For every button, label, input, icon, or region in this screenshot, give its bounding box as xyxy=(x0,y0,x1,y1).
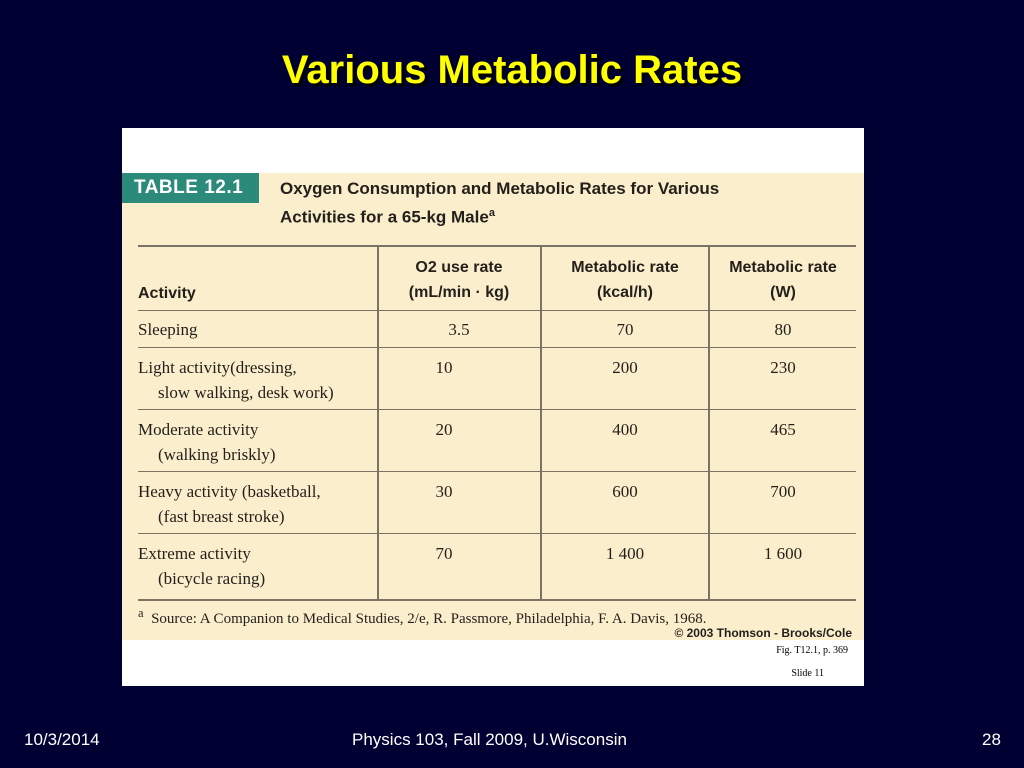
row-activity: Heavy activity (basketball, (fast breast… xyxy=(138,479,321,529)
row-activity: Extreme activity (bicycle racing) xyxy=(138,541,265,591)
row-watts: 465 xyxy=(770,420,796,439)
column-divider xyxy=(377,245,379,599)
footer-date: 10/3/2014 xyxy=(24,730,100,749)
row-kcal: 200 xyxy=(612,358,638,377)
row-activity-line1: Light activity(dressing, xyxy=(138,358,297,377)
table-number-label: TABLE 12.1 xyxy=(122,173,259,203)
row-o2: 30 xyxy=(435,482,453,501)
row-o2: 10 xyxy=(435,358,453,377)
row-divider xyxy=(138,409,856,410)
row-kcal: 400 xyxy=(612,420,638,439)
header-watt-rate: Metabolic rate (W) xyxy=(710,255,856,305)
table-caption: Oxygen Consumption and Metabolic Rates f… xyxy=(280,177,840,230)
header-kcal-line2: (kcal/h) xyxy=(596,284,653,301)
footer-page-number: 28 xyxy=(982,730,1001,749)
header-watt-line1: Metabolic rate xyxy=(729,259,837,276)
row-o2: 20 xyxy=(435,420,453,439)
row-divider xyxy=(138,347,856,348)
row-watts: 80 xyxy=(774,320,792,339)
row-kcal: 70 xyxy=(616,320,634,339)
table-source-note: a Source: A Companion to Medical Studies… xyxy=(138,606,858,628)
source-text: Source: A Companion to Medical Studies, … xyxy=(151,611,707,627)
row-watts: 700 xyxy=(770,482,796,501)
caption-footnote-mark: a xyxy=(488,207,495,219)
row-kcal: 600 xyxy=(612,482,638,501)
header-activity: Activity xyxy=(138,285,196,302)
source-footnote-mark: a xyxy=(138,606,144,620)
header-o2-line2: (mL/min · kg) xyxy=(408,284,510,301)
row-activity-line2: (fast breast stroke) xyxy=(158,507,285,526)
table-figure: TABLE 12.1 Oxygen Consumption and Metabo… xyxy=(122,128,864,686)
table-panel: TABLE 12.1 Oxygen Consumption and Metabo… xyxy=(122,173,864,640)
row-activity-line1: Heavy activity (basketball, xyxy=(138,482,321,501)
table-top-rule xyxy=(138,245,856,247)
row-divider xyxy=(138,533,856,534)
row-o2: 70 xyxy=(435,544,453,563)
row-kcal: 1 400 xyxy=(605,544,645,563)
figure-reference: Fig. T12.1, p. 369 xyxy=(776,645,848,656)
header-watt-line2: (W) xyxy=(770,284,796,301)
copyright-notice: © 2003 Thomson - Brooks/Cole xyxy=(674,626,852,640)
row-activity-line1: Extreme activity xyxy=(138,544,251,563)
table-bottom-rule xyxy=(138,599,856,601)
row-o2: 3.5 xyxy=(448,320,470,339)
header-bottom-rule xyxy=(138,310,856,311)
row-activity: Moderate activity (walking briskly) xyxy=(138,417,276,467)
caption-line-1: Oxygen Consumption and Metabolic Rates f… xyxy=(280,179,720,198)
header-o2-rate: O2 use rate (mL/min · kg) xyxy=(379,255,539,305)
row-activity: Light activity(dressing, slow walking, d… xyxy=(138,355,334,405)
header-kcal-rate: Metabolic rate (kcal/h) xyxy=(542,255,708,305)
header-kcal-line1: Metabolic rate xyxy=(571,259,679,276)
caption-line-2: Activities for a 65-kg Male xyxy=(280,207,489,227)
header-o2-line1: O2 use rate xyxy=(415,259,503,276)
column-divider xyxy=(708,245,710,599)
row-activity: Sleeping xyxy=(138,320,198,339)
row-activity-line1: Moderate activity xyxy=(138,420,259,439)
row-activity-line2: slow walking, desk work) xyxy=(158,383,334,402)
row-divider xyxy=(138,471,856,472)
footer-course: Physics 103, Fall 2009, U.Wisconsin xyxy=(352,730,627,749)
slide-reference: Slide 11 xyxy=(791,668,824,679)
row-activity-line2: (bicycle racing) xyxy=(158,569,266,588)
slide-title: Various Metabolic Rates xyxy=(281,48,743,92)
row-activity-line2: (walking briskly) xyxy=(158,445,276,464)
row-watts: 1 600 xyxy=(763,544,803,563)
row-watts: 230 xyxy=(770,358,796,377)
column-divider xyxy=(540,245,542,599)
